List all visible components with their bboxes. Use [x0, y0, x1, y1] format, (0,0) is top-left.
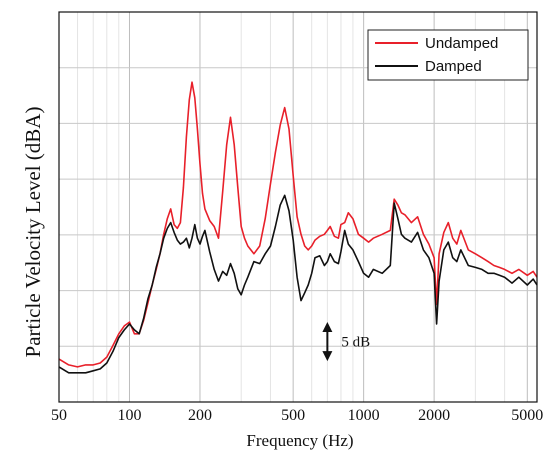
x-tick-label: 50 — [51, 407, 67, 424]
scale-annotation: 5 dB — [322, 322, 370, 362]
x-tick-label: 5000 — [511, 407, 543, 424]
x-tick-label: 1000 — [348, 407, 380, 424]
scale-label: 5 dB — [341, 335, 370, 351]
legend-label-damped: Damped — [425, 58, 482, 75]
x-axis-ticks: 50 100 200 500 1000 2000 5000 — [51, 407, 543, 424]
y-axis-label: Particle Velocity Level (dBA) — [21, 107, 45, 358]
grid — [58, 12, 537, 402]
x-tick-label: 200 — [188, 407, 212, 424]
legend-box — [367, 29, 529, 81]
x-tick-label: 2000 — [418, 407, 450, 424]
legend: Undamped Damped — [367, 29, 529, 81]
scale-arrow-head-up — [322, 322, 333, 332]
scale-arrow-head-down — [322, 351, 333, 362]
x-axis-label: Frequency (Hz) — [246, 431, 353, 450]
plot-frame — [58, 11, 538, 403]
series-lines — [58, 81, 538, 374]
legend-label-undamped: Undamped — [425, 35, 498, 52]
x-tick-label: 500 — [281, 407, 305, 424]
series-line-damped — [58, 194, 538, 374]
x-tick-label: 100 — [117, 407, 141, 424]
